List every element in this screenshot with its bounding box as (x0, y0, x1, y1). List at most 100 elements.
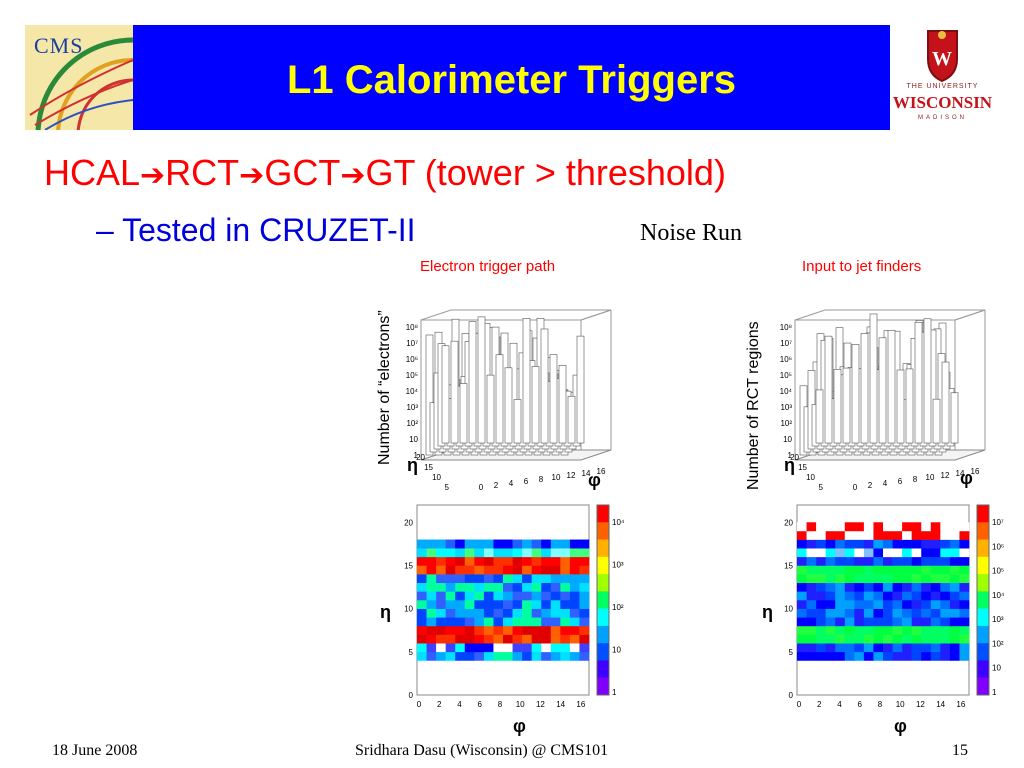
heatmap-cell (873, 608, 884, 618)
heatmap-cell (825, 608, 836, 618)
heatmap-cell (797, 582, 807, 592)
heatmap-cell (959, 565, 970, 575)
heatmap-cell (436, 634, 446, 644)
heatmap-cell (835, 582, 846, 592)
lego-bar (896, 369, 905, 444)
heatmap-cell (445, 574, 456, 584)
heatmap-cell (560, 643, 571, 653)
lego-phi-tick-label: 8 (539, 475, 544, 484)
heatmap-cell (512, 617, 523, 627)
heatmap-cell (892, 643, 903, 653)
lego-z-tick-label: 1 (788, 451, 793, 460)
lego-bar (504, 367, 513, 444)
wisconsin-logo: W THE UNIVERSITY WISCONSIN MADISON (890, 25, 995, 130)
heatmap-eta-tick-label: 0 (789, 691, 794, 700)
lego-phi-tick-label: 4 (509, 479, 514, 488)
heatmap-cell (569, 591, 580, 601)
heatmap-cell (522, 651, 532, 661)
lego-bar (576, 335, 585, 444)
heatmap-eta-tick-label: 20 (784, 518, 793, 527)
left-lego-eta-label: η (407, 455, 418, 475)
lego-bar (441, 345, 450, 444)
heatmap-cell (873, 565, 884, 575)
heatmap-cell (417, 651, 427, 661)
heatmap-cell (512, 582, 523, 592)
heatmap-cell (873, 643, 884, 653)
heatmap-cell (806, 625, 817, 635)
heatmap-cell (816, 582, 826, 592)
heatmap-cell (940, 522, 951, 532)
heatmap-cell (493, 625, 504, 635)
left-lego-plot: 10⁸10⁷10⁶10⁵10⁴10³10²1012015105002468101… (406, 309, 612, 490)
heatmap-cell (806, 651, 817, 661)
heatmap-cell (417, 591, 427, 601)
heatmap-cell (921, 651, 932, 661)
heatmap-cell (579, 634, 590, 644)
heatmap-cell (541, 634, 552, 644)
heatmap-cell (426, 617, 437, 627)
heatmap-cell (825, 530, 836, 540)
heatmap-cell (550, 617, 561, 627)
heatmap-cell (417, 556, 427, 566)
heatmap-cell (579, 565, 590, 575)
colorbar-segment (977, 643, 989, 661)
heatmap-cell (911, 608, 922, 618)
heatmap-cell (445, 608, 456, 618)
lego-z-tick-label: 10⁴ (780, 387, 793, 396)
heatmap-cell (949, 530, 960, 540)
colorbar-segment (977, 522, 989, 540)
heatmap-cell (464, 608, 475, 618)
heatmap-cell (483, 574, 494, 584)
heatmap-cell (464, 574, 475, 584)
heatmap-cell (844, 600, 855, 609)
heatmap-cell (579, 591, 590, 601)
lego-frame-top (794, 309, 986, 321)
heatmap-cell (854, 643, 865, 653)
heatmap-cell (541, 574, 552, 584)
heatmap-cell (863, 617, 874, 627)
heatmap-cell (569, 651, 580, 661)
colorbar-tick-label: 1 (992, 688, 997, 697)
heatmap-cell (493, 643, 504, 653)
heatmap-cell (474, 634, 485, 644)
heatmap-cell (911, 617, 922, 627)
heatmap-cell (816, 565, 826, 575)
left-plot-title: Electron trigger path (420, 258, 556, 275)
heatmap-cell (930, 582, 941, 592)
heatmap-cell (417, 617, 427, 627)
heatmap-cell (892, 651, 903, 661)
heatmap-cell (863, 565, 874, 575)
heatmap-cell (474, 539, 485, 549)
lego-z-tick-label: 10⁷ (780, 339, 792, 348)
colorbar-segment (977, 660, 989, 679)
heatmap-cell (436, 600, 446, 609)
heatmap-cell (464, 634, 475, 644)
heatmap-cell (522, 539, 532, 549)
heatmap-cell (863, 539, 874, 549)
heatmap-cell (873, 617, 884, 627)
heatmap-cell (873, 651, 884, 661)
heatmap-cell (940, 643, 951, 653)
cms-logo: CMS (25, 25, 133, 130)
heatmap-cell (921, 548, 932, 558)
heatmap-cell (436, 556, 446, 566)
heatmap-phi-tick-label: 6 (477, 700, 482, 709)
heatmap-cell (426, 548, 437, 558)
heatmap-cell (797, 548, 807, 558)
lego-phi-tick-label: 0 (853, 483, 858, 490)
heatmap-cell (474, 582, 485, 592)
colorbar-tick-label: 10² (992, 639, 1004, 648)
cms-logo-text: CMS (34, 33, 84, 58)
heatmap-cell (436, 643, 446, 653)
heatmap-cell (483, 582, 494, 592)
lego-frame-top (420, 309, 612, 321)
lego-bar (869, 313, 878, 444)
heatmap-cell (541, 565, 552, 575)
heatmap-cell (569, 539, 580, 549)
heatmap-cell (863, 634, 874, 644)
colorbar-segment (597, 556, 609, 575)
heatmap-cell (550, 651, 561, 661)
colorbar-segment (597, 608, 609, 627)
lego-z-tick-label: 10³ (406, 403, 418, 412)
heatmap-cell (550, 608, 561, 618)
